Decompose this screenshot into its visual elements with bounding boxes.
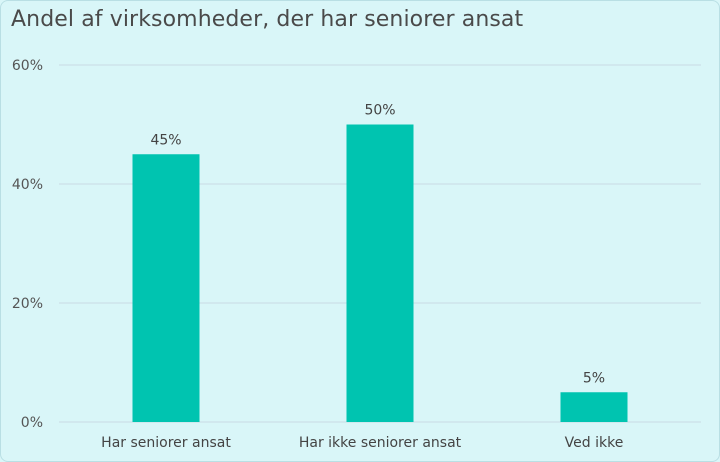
- category-label-1: Har seniorer ansat: [101, 435, 231, 451]
- data-label-1: 45%: [150, 132, 181, 148]
- y-tick-label-20: 20%: [12, 296, 43, 312]
- y-tick-label-60: 60%: [12, 58, 43, 74]
- chart-title: Andel af virksomheder, der har seniorer …: [11, 7, 524, 32]
- y-tick-label-40: 40%: [12, 177, 43, 193]
- data-label-3: 5%: [583, 370, 605, 386]
- category-label-2: Har ikke seniorer ansat: [299, 435, 462, 451]
- y-tick-label-0: 0%: [21, 415, 43, 431]
- bar-3: [560, 392, 628, 422]
- bar-2: [346, 124, 414, 422]
- bar-1: [132, 154, 200, 422]
- data-label-2: 50%: [364, 103, 395, 119]
- category-label-3: Ved ikke: [565, 435, 624, 451]
